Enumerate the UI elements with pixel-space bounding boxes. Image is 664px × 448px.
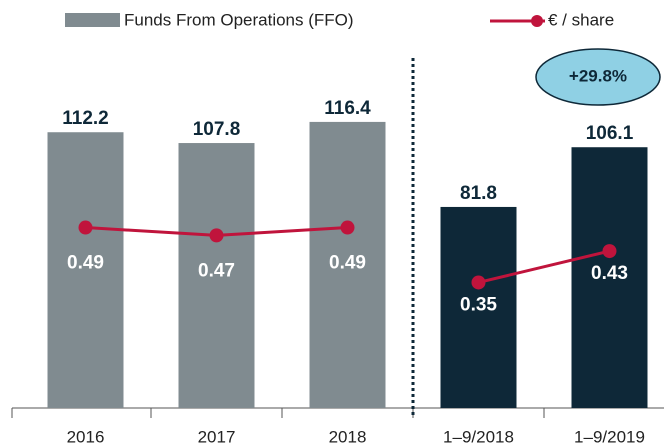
bar: [440, 206, 517, 408]
x-tick-label: 2016: [67, 427, 105, 446]
bar-value-label: 106.1: [586, 123, 634, 144]
x-tick-label: 1–9/2019: [574, 427, 645, 446]
line: [478, 249, 610, 284]
bar: [47, 132, 124, 408]
line-marker: [78, 220, 93, 235]
line-marker: [602, 244, 617, 259]
bar-value-label: 116.4: [324, 98, 371, 119]
line-value-label: 0.49: [329, 253, 366, 274]
bar: [571, 147, 648, 408]
x-tick-label: 1–9/2018: [443, 427, 514, 446]
x-tick-label: 2017: [198, 427, 236, 446]
annotation: +29.8%: [569, 66, 627, 85]
annotation-bubble: [535, 48, 661, 106]
legend-label: € / share: [548, 10, 614, 29]
legend-label: Funds From Operations (FFO): [124, 10, 354, 29]
bar-value-label: 112.2: [62, 108, 109, 129]
bar-value-label: 107.8: [193, 119, 241, 140]
line-value-label: 0.49: [67, 253, 104, 274]
bar: [309, 121, 386, 408]
line-value-label: 0.47: [198, 260, 235, 281]
line-marker: [209, 228, 224, 243]
line-value-label: 0.43: [591, 263, 628, 284]
legend-swatch: [65, 13, 120, 27]
x-tick-label: 2018: [329, 427, 367, 446]
line-value-label: 0.35: [460, 294, 497, 315]
bar-value-label: 81.8: [460, 183, 497, 204]
line-marker: [340, 220, 355, 235]
bar: [178, 143, 255, 408]
line-marker: [471, 275, 486, 290]
legend-marker: [531, 15, 543, 27]
